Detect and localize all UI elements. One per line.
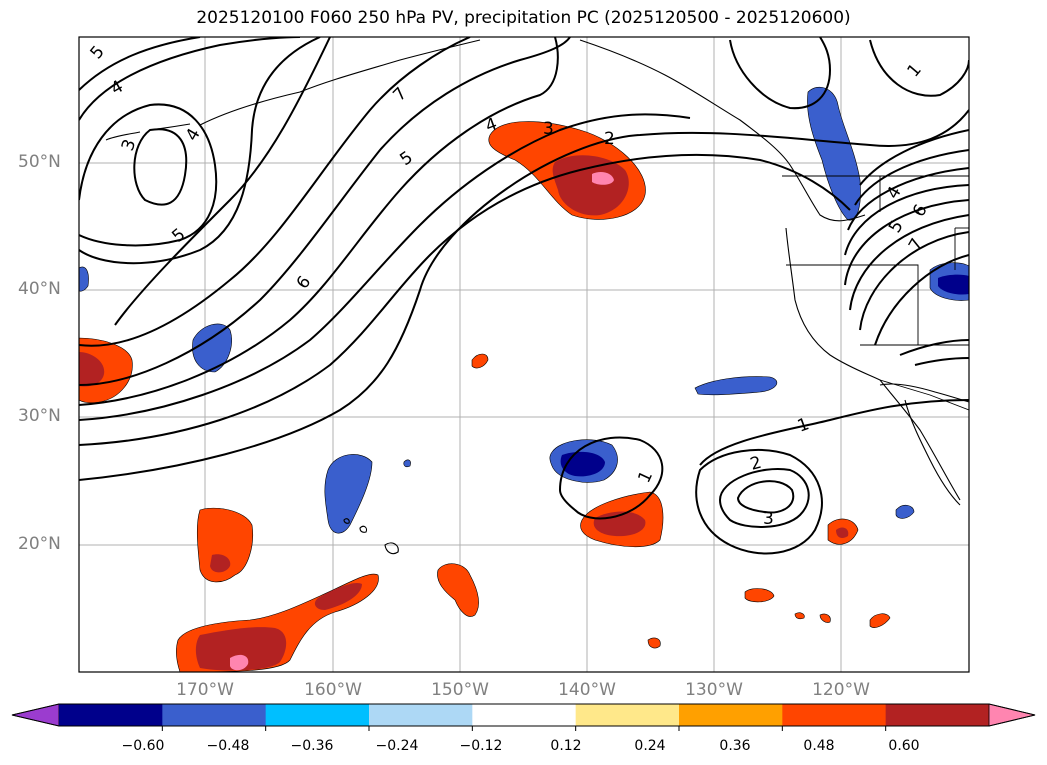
colorbar-segment <box>885 704 990 726</box>
map-title: 2025120100 F060 250 hPa PV, precipitatio… <box>196 8 851 28</box>
colorbar-outline <box>11 703 1036 727</box>
lon-label-130w: 130°W <box>685 680 743 700</box>
colorbar-segment <box>679 704 783 726</box>
boundaries <box>782 175 969 411</box>
pv-contours <box>79 37 969 555</box>
colorbar-tick: 0.24 <box>634 738 666 754</box>
colorbar-extend-max <box>988 703 1036 727</box>
svg-text:2: 2 <box>604 129 615 149</box>
colorbar-segment <box>782 704 887 726</box>
colorbar-tick: −0.36 <box>290 738 334 754</box>
lon-label-170w: 170°W <box>176 680 234 700</box>
lat-label-30n: 30°N <box>18 406 61 426</box>
colorbar-tick: 0.12 <box>550 738 582 754</box>
lat-label-40n: 40°N <box>18 279 61 299</box>
precip-positive-west <box>79 337 133 404</box>
svg-text:3: 3 <box>543 119 554 139</box>
lat-label-50n: 50°N <box>18 152 61 172</box>
colorbar-segment <box>162 704 267 726</box>
precip-positive-southwest <box>175 507 479 672</box>
lon-label-160w: 160°W <box>304 680 362 700</box>
colorbar-segment <box>369 704 473 726</box>
lon-label-140w: 140°W <box>558 680 616 700</box>
svg-text:3: 3 <box>763 509 774 529</box>
colorbar-tick: 0.36 <box>719 738 751 754</box>
colorbar-extend-min <box>11 703 60 727</box>
colorbar <box>11 703 1036 731</box>
colorbar-tick: −0.24 <box>375 738 419 754</box>
colorbar-tick: 0.60 <box>888 738 920 754</box>
lon-label-120w: 120°W <box>812 680 870 700</box>
lat-label-20n: 20°N <box>18 534 61 554</box>
colorbar-segment <box>575 704 680 726</box>
colorbar-tick: 0.48 <box>803 738 835 754</box>
precip-positive-north-pacific <box>488 121 646 220</box>
colorbar-segment <box>265 704 370 726</box>
map-frame <box>78 36 970 673</box>
colorbar-tick: −0.60 <box>121 738 165 754</box>
colorbar-tick: −0.12 <box>459 738 503 754</box>
colorbar-segment <box>59 704 163 726</box>
lon-label-150w: 150°W <box>431 680 489 700</box>
colorbar-segment <box>472 704 577 726</box>
svg-text:2: 2 <box>748 453 764 475</box>
colorbar-tick: −0.48 <box>206 738 250 754</box>
